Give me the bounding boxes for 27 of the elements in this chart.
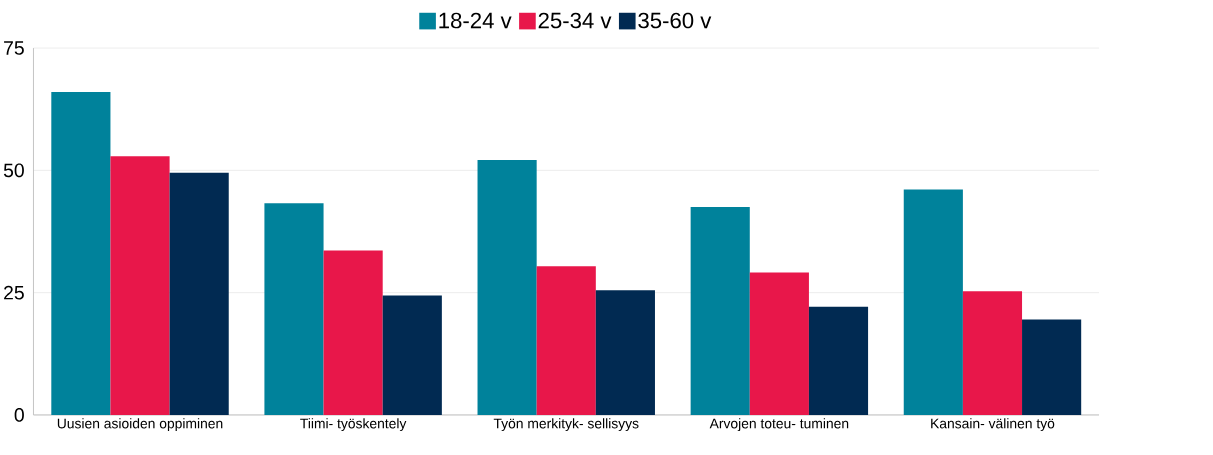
- x-tick-label: Työn merkityk- sellisyys: [493, 418, 639, 432]
- x-tick-label: Tiimi- työskentely: [300, 418, 407, 432]
- bar: [962, 291, 1023, 416]
- bar: [382, 295, 442, 416]
- bar: [808, 306, 869, 416]
- bar: [264, 203, 324, 416]
- bar: [1022, 319, 1082, 416]
- bar: [595, 290, 655, 416]
- bar: [323, 250, 383, 416]
- y-tick-label: 50: [3, 163, 24, 178]
- bar: [477, 160, 537, 416]
- bar: [690, 207, 750, 416]
- x-tick-label: Uusien asioiden oppiminen: [57, 418, 223, 432]
- bar: [749, 272, 809, 416]
- y-tick-label: 0: [14, 408, 24, 422]
- x-tick-label: Kansain- välinen työ: [931, 418, 1055, 432]
- bar: [169, 172, 229, 416]
- bar: [110, 156, 170, 416]
- x-tick-label: Arvojen toteu- tuminen: [709, 418, 849, 432]
- bar: [51, 92, 111, 416]
- bar: [903, 189, 963, 416]
- y-tick-label: 25: [4, 285, 24, 300]
- y-tick-label: 75: [4, 41, 24, 55]
- legend-label: 25-34 v: [538, 12, 612, 29]
- legend-label: 35-60 v: [638, 12, 712, 29]
- bar: [536, 266, 596, 416]
- legend-label: 18-24 v: [439, 12, 512, 29]
